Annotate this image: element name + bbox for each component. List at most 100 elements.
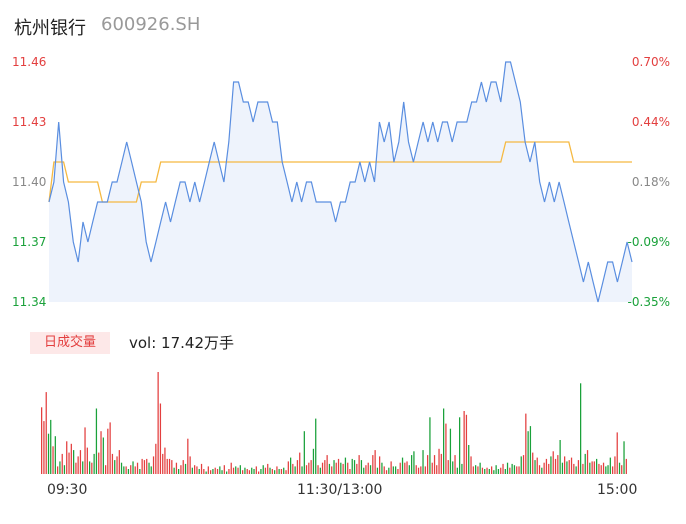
volume-legend-value: vol: 17.42万手 [129, 334, 234, 352]
volume-bar [264, 467, 267, 474]
volume-bar [429, 417, 431, 474]
volume-bar [504, 469, 506, 474]
volume-bar [95, 408, 98, 474]
volume-bar [214, 467, 216, 474]
volume-bar [287, 461, 289, 474]
volume-bar [333, 460, 335, 474]
volume-bar [216, 469, 219, 474]
price-area-fill [49, 62, 632, 302]
volume-bar [57, 466, 59, 474]
volume-bar [196, 466, 198, 474]
volume-bar [260, 469, 262, 474]
volume-bar [267, 463, 269, 474]
volume-bar [292, 463, 294, 474]
volume-bar [395, 466, 397, 474]
volume-bar [522, 455, 525, 474]
volume-bar [312, 448, 315, 474]
time-tick-open: 09:30 [47, 482, 88, 498]
volume-bar [525, 413, 527, 474]
price-tick-lower: 11.37 [12, 235, 47, 249]
volume-bar [580, 383, 582, 474]
volume-bar [84, 427, 86, 474]
volume-bar [86, 447, 88, 474]
volume-bar [324, 460, 326, 474]
volume-bar [575, 466, 577, 474]
volume-bar [235, 466, 237, 474]
volume-bar [91, 462, 93, 474]
volume-bar [367, 462, 369, 474]
volume-bar [493, 470, 495, 474]
volume-bar [152, 456, 155, 474]
volume-bar [344, 457, 347, 474]
volume-bar [271, 469, 273, 474]
volume-bar [532, 452, 534, 474]
volume-bar [246, 469, 248, 474]
volume-bar [274, 470, 276, 474]
volume-bar [516, 466, 518, 474]
pct-tick-mid: 0.18% [631, 175, 670, 189]
volume-bar [130, 465, 132, 474]
volume-bar [116, 456, 118, 474]
volume-bar [420, 466, 422, 474]
volume-bar [52, 446, 54, 474]
volume-bar [45, 392, 47, 474]
volume-bar [477, 466, 479, 474]
volume-bar [401, 457, 404, 474]
volume-bar [566, 461, 568, 474]
volume-bar [600, 465, 602, 474]
volume-bar [438, 448, 440, 474]
volume-bar [621, 465, 623, 474]
volume-bar [77, 456, 79, 474]
volume-bar [290, 457, 292, 474]
volume-bar [459, 417, 461, 474]
volume-bar [609, 457, 611, 474]
volume-bar [305, 465, 308, 474]
volume-bar [107, 428, 109, 474]
stock-name: 杭州银行 [14, 18, 86, 39]
volume-bar [564, 456, 566, 474]
volume-bar [500, 467, 502, 474]
volume-bar [223, 465, 225, 474]
volume-bar [404, 462, 406, 474]
volume-bar [415, 465, 417, 474]
volume-bar [319, 467, 321, 474]
volume-bar [162, 453, 164, 474]
volume-bar [262, 465, 264, 474]
volume-bar [296, 460, 299, 474]
volume-bar [573, 463, 575, 474]
volume-bar [41, 407, 43, 474]
volume-bar [98, 452, 100, 474]
volume-bar [315, 418, 317, 474]
volume-bar [561, 462, 564, 474]
volume-bar [536, 457, 538, 474]
volume-bar [342, 463, 344, 474]
volume-bar [548, 463, 550, 474]
volume-bar [168, 458, 171, 474]
volume-bar [623, 441, 625, 474]
volume-bar [226, 471, 228, 474]
volume-bar [465, 414, 468, 474]
volume-bar [228, 469, 230, 474]
volume-bar [61, 453, 63, 474]
volume-bar [255, 466, 257, 474]
volume-bar [605, 466, 607, 474]
volume-bar [468, 445, 470, 474]
volume-bar [358, 455, 360, 474]
volume-bar [625, 458, 627, 474]
volume-bar [577, 460, 580, 474]
volume-bar [570, 457, 573, 474]
volume-bar [586, 450, 589, 474]
volume-bar [349, 469, 351, 474]
volume-bar [447, 460, 449, 474]
volume-bar [184, 463, 187, 474]
volume-bar [237, 467, 239, 474]
volume-bar [198, 469, 200, 474]
volume-bar [388, 467, 390, 474]
volume-bar [582, 463, 584, 474]
volume-bar [175, 462, 178, 474]
volume-bar [424, 466, 426, 474]
volume-bar [347, 462, 349, 474]
volume-bar [484, 469, 486, 474]
volume-bar [127, 469, 130, 474]
volume-bar [351, 458, 353, 474]
